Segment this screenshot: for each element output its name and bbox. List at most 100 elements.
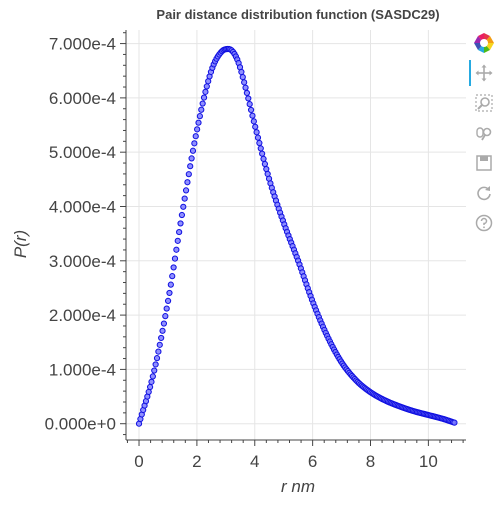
data-point bbox=[169, 273, 176, 280]
data-point bbox=[194, 126, 201, 133]
y-tick-label: 3.000e-4 bbox=[49, 252, 116, 271]
pan-tool-icon bbox=[475, 64, 493, 82]
data-point bbox=[171, 255, 179, 262]
reset-tool-icon bbox=[477, 186, 491, 201]
data-point bbox=[259, 150, 266, 157]
x-tick-label: 8 bbox=[366, 452, 375, 471]
data-point bbox=[163, 305, 170, 312]
data-point bbox=[145, 388, 152, 396]
data-point bbox=[152, 361, 159, 368]
data-point bbox=[178, 211, 186, 219]
bokeh-logo[interactable] bbox=[468, 30, 500, 56]
data-point bbox=[188, 155, 195, 162]
help-tool-button[interactable] bbox=[468, 210, 500, 236]
data-point bbox=[182, 187, 190, 194]
data-point bbox=[203, 83, 210, 90]
bokeh-logo-icon bbox=[474, 33, 494, 53]
data-point bbox=[202, 88, 209, 95]
y-tick-label: 5.000e-4 bbox=[49, 143, 116, 162]
y-tick-label: 7.000e-4 bbox=[49, 35, 116, 54]
box-zoom-tool-icon bbox=[475, 94, 493, 112]
data-point bbox=[148, 378, 155, 385]
data-point bbox=[199, 100, 206, 107]
data-point bbox=[246, 101, 253, 108]
wheel-zoom-tool-button[interactable] bbox=[468, 120, 500, 146]
wheel-zoom-tool-icon bbox=[476, 127, 492, 141]
data-point bbox=[159, 327, 166, 334]
box-zoom-tool-button[interactable] bbox=[468, 90, 500, 116]
data-point bbox=[260, 155, 267, 163]
data-point bbox=[151, 367, 158, 374]
data-point bbox=[162, 313, 169, 320]
y-tick-label: 1.000e-4 bbox=[49, 360, 116, 379]
data-point bbox=[181, 195, 188, 202]
data-point bbox=[164, 297, 172, 304]
data-point bbox=[247, 106, 255, 114]
data-point bbox=[196, 113, 203, 120]
data-point bbox=[243, 89, 251, 97]
x-tick-label: 0 bbox=[134, 452, 143, 471]
save-tool-button[interactable] bbox=[468, 150, 500, 176]
axes: 0 2 4 6 8 10 0.000e+0 1.000e-4 2.000e-4 3.000e-4 4… bbox=[45, 30, 466, 471]
data-point bbox=[156, 341, 163, 348]
data-point bbox=[153, 355, 161, 362]
save-tool-icon bbox=[476, 155, 492, 171]
data-point bbox=[187, 163, 194, 170]
data-point bbox=[160, 320, 168, 327]
data-point bbox=[155, 348, 162, 355]
y-tick-label: 6.000e-4 bbox=[49, 89, 116, 108]
data-point bbox=[166, 289, 173, 297]
data-point bbox=[239, 73, 246, 81]
y-tick-label: 0.000e+0 bbox=[45, 415, 116, 434]
data-point bbox=[195, 119, 202, 126]
data-point bbox=[242, 84, 249, 91]
data-point bbox=[245, 95, 252, 102]
x-tick-label: 4 bbox=[250, 452, 259, 471]
data-point bbox=[252, 123, 259, 130]
pan-tool-button[interactable] bbox=[468, 60, 500, 86]
data-point bbox=[176, 228, 183, 236]
data-point bbox=[158, 334, 165, 342]
data-point bbox=[180, 203, 187, 210]
x-tick-label: 2 bbox=[192, 452, 201, 471]
data-point bbox=[170, 264, 177, 271]
data-point bbox=[167, 281, 174, 288]
gridlines bbox=[126, 30, 466, 440]
data-point bbox=[257, 145, 264, 152]
data-point bbox=[192, 133, 199, 140]
data-point bbox=[198, 106, 205, 113]
data-point bbox=[256, 139, 263, 147]
data-point bbox=[261, 160, 269, 168]
data-point bbox=[254, 134, 262, 141]
data-point bbox=[177, 220, 184, 227]
data-point bbox=[174, 237, 181, 244]
data-point bbox=[189, 147, 197, 154]
x-axis-label: r nm bbox=[281, 477, 315, 496]
plot-toolbar bbox=[468, 30, 500, 270]
reset-tool-button[interactable] bbox=[468, 180, 500, 206]
x-tick-label: 10 bbox=[419, 452, 438, 471]
y-axis-label: P(r) bbox=[11, 230, 30, 258]
y-tick-label: 2.000e-4 bbox=[49, 306, 116, 325]
x-tick-label: 6 bbox=[308, 452, 317, 471]
data-point bbox=[146, 383, 154, 391]
data-point bbox=[250, 118, 257, 125]
data-point bbox=[249, 112, 256, 119]
data-point bbox=[253, 129, 260, 136]
active-tool-indicator bbox=[469, 60, 471, 86]
data-point bbox=[263, 165, 270, 173]
data-point bbox=[200, 94, 208, 101]
y-tick-label: 4.000e-4 bbox=[49, 197, 116, 216]
data-point bbox=[451, 419, 458, 426]
data-point bbox=[149, 373, 156, 380]
help-tool-icon bbox=[475, 214, 493, 232]
data-point bbox=[185, 171, 192, 178]
data-point bbox=[238, 68, 245, 76]
data-point bbox=[173, 246, 180, 253]
data-points bbox=[135, 45, 458, 427]
chart-title: Pair distance distribution function (SAS… bbox=[156, 7, 439, 22]
data-point bbox=[184, 179, 191, 186]
data-point bbox=[241, 79, 248, 86]
